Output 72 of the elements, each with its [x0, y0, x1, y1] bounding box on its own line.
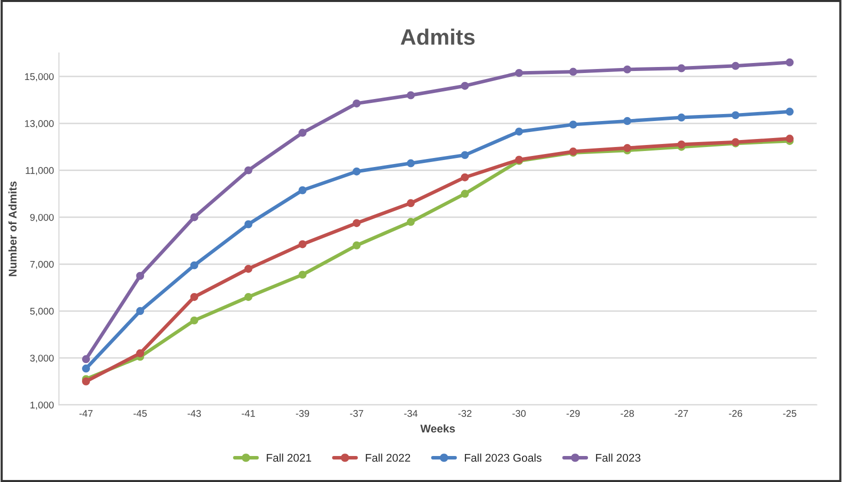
point: [244, 166, 252, 174]
point: [190, 213, 198, 222]
point: [298, 270, 307, 279]
x-tick-label: -26: [728, 410, 742, 417]
point: [786, 108, 794, 116]
x-tick-label: -43: [188, 410, 201, 417]
x-tick-label: -41: [242, 410, 255, 417]
chart-title: Admits: [400, 28, 475, 45]
point: [786, 134, 794, 143]
point: [569, 68, 578, 76]
x-tick-label: -47: [79, 410, 93, 417]
point: [244, 220, 252, 228]
point: [352, 99, 361, 108]
y-axis-title: Number of Admits: [8, 181, 17, 276]
point: [677, 64, 686, 72]
point: [406, 91, 415, 100]
point: [82, 364, 90, 373]
x-tick-label: -45: [134, 410, 147, 417]
y-tick-label: 3,000: [30, 354, 54, 363]
x-tick-label: -30: [512, 410, 526, 417]
x-tick-label: -37: [350, 410, 364, 417]
point: [298, 186, 307, 194]
x-tick-label: -39: [296, 410, 310, 417]
point: [136, 307, 144, 316]
point: [190, 292, 198, 301]
point: [352, 219, 361, 228]
point: [515, 68, 524, 77]
point: [515, 128, 524, 136]
point: [460, 173, 469, 182]
point: [82, 355, 90, 364]
y-tick-label: 7,000: [30, 260, 54, 269]
y-tick-label: 13,000: [25, 120, 54, 128]
y-tick-label: 1,000: [30, 402, 54, 410]
x-tick-label: -29: [566, 410, 580, 417]
x-tick-label: -28: [620, 410, 634, 417]
point: [406, 218, 415, 226]
legend-label: Fall 2023 Goals: [464, 454, 542, 462]
y-tick-label: 15,000: [25, 73, 54, 82]
point: [677, 140, 686, 148]
point: [623, 117, 632, 126]
point: [677, 114, 686, 122]
y-tick-label: 11,000: [26, 167, 54, 176]
x-axis-title: Weeks: [420, 424, 455, 433]
point: [136, 272, 144, 280]
point: [569, 120, 578, 129]
legend-label: Fall 2023: [596, 454, 640, 462]
point: [244, 292, 252, 301]
point: [136, 349, 144, 358]
x-tick-label: -27: [674, 410, 688, 417]
y-tick-label: 9,000: [30, 214, 54, 222]
point: [244, 264, 252, 273]
point: [406, 159, 415, 168]
point: [190, 261, 198, 270]
point: [460, 82, 469, 90]
x-tick-label: -32: [458, 410, 472, 417]
point: [298, 128, 307, 137]
y-tick-label: 5,000: [30, 308, 54, 316]
legend-label: Fall 2021: [266, 454, 312, 462]
point: [460, 190, 469, 198]
point: [406, 199, 415, 208]
point: [732, 111, 740, 120]
point: [460, 151, 469, 160]
point: [352, 167, 361, 176]
legend-label: Fall 2022: [366, 454, 410, 462]
point: [298, 240, 307, 248]
point: [786, 58, 794, 66]
x-tick-label: -25: [783, 410, 796, 417]
point: [732, 62, 740, 70]
x-tick-label: -34: [404, 410, 418, 417]
point: [352, 241, 361, 250]
point: [623, 65, 632, 74]
point: [190, 316, 198, 324]
